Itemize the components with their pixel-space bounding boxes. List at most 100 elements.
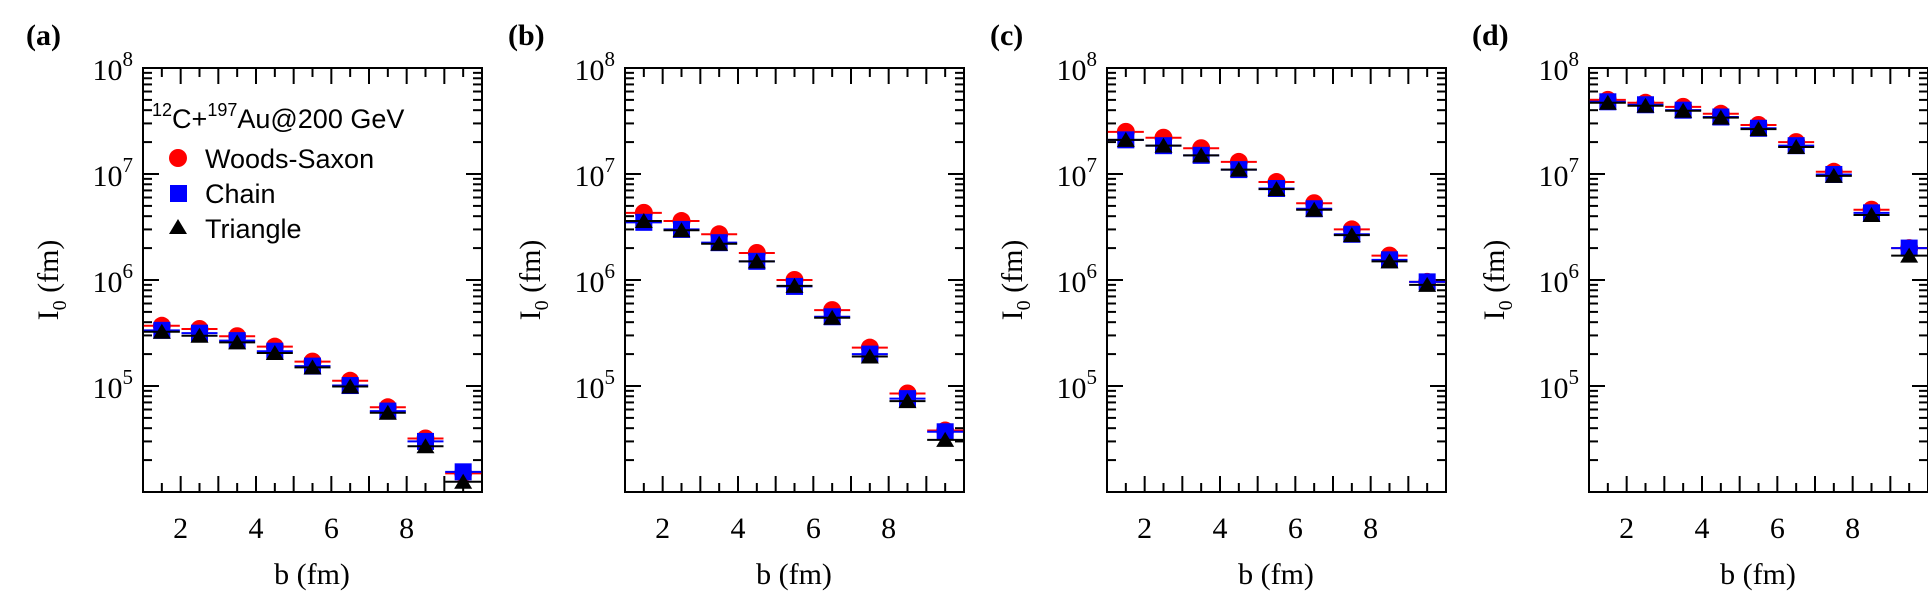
x-tick-label: 6	[1770, 512, 1785, 545]
data-point-triangle	[747, 253, 766, 269]
data-point-triangle	[1192, 147, 1211, 163]
panel-label-b: (b)	[508, 19, 545, 52]
y-tick-label: 105	[1539, 365, 1580, 405]
data-point-triangle	[1824, 167, 1843, 183]
data-point-triangle	[1380, 253, 1399, 269]
x-tick-label: 2	[655, 512, 670, 545]
data-point-triangle	[1711, 109, 1730, 125]
legend-marker-woods-saxon	[169, 149, 187, 167]
data-point-triangle	[152, 323, 171, 339]
data-markers-c	[1107, 122, 1446, 292]
legend-label-chain: Chain	[205, 179, 276, 209]
y-axis-label-a: I0 (fm)	[32, 240, 71, 321]
data-point-triangle	[785, 277, 804, 293]
x-tick-label: 8	[1363, 512, 1378, 545]
y-axis-label-d: I0 (fm)	[1478, 240, 1517, 321]
panel-b: (b) 2 4 6 8 105 106 107 108 b (fm) I0 (fm)	[508, 19, 965, 591]
data-point-triangle	[1305, 201, 1324, 217]
data-point-triangle	[1900, 247, 1919, 263]
x-tick-label: 4	[731, 512, 746, 545]
data-point-triangle	[823, 309, 842, 325]
data-point-triangle	[190, 327, 209, 343]
legend-marker-chain	[170, 185, 187, 202]
y-tick-label: 107	[575, 153, 616, 193]
x-tick-label: 8	[399, 512, 414, 545]
x-axis-label-d: b (fm)	[1720, 558, 1796, 591]
panel-label-a: (a)	[26, 19, 61, 52]
data-point-triangle	[265, 344, 284, 360]
data-point-triangle	[1862, 207, 1881, 223]
data-point-triangle	[1787, 138, 1806, 154]
data-point-triangle	[936, 431, 955, 447]
data-point-triangle	[416, 438, 435, 454]
y-tick-label: 107	[1539, 153, 1580, 193]
data-point-triangle	[341, 378, 360, 394]
axes-ticks-b: 2 4 6 8 105 106 107 108	[575, 47, 965, 545]
y-tick-label: 108	[1539, 47, 1580, 87]
data-point-triangle	[1342, 227, 1361, 243]
y-tick-label: 106	[575, 259, 616, 299]
x-tick-label: 6	[806, 512, 821, 545]
panel-d: (d) 2 4 6 8 105 106 107 108 b (fm) I0 (fm)	[1472, 19, 1928, 591]
y-tick-label: 107	[1057, 153, 1098, 193]
data-point-triangle	[228, 334, 247, 350]
data-point-triangle	[1636, 97, 1655, 113]
data-point-triangle	[1116, 131, 1135, 147]
x-tick-label: 4	[249, 512, 264, 545]
x-tick-label: 8	[1845, 512, 1860, 545]
x-tick-label: 6	[324, 512, 339, 545]
legend-label-triangle: Triangle	[205, 214, 302, 244]
data-point-triangle	[1418, 276, 1437, 292]
y-tick-label: 105	[575, 365, 616, 405]
y-tick-label: 106	[1539, 259, 1580, 299]
panel-label-c: (c)	[990, 19, 1023, 52]
panel-c: (c) 2 4 6 8 105 106 107 108 b (fm) I0 (fm)	[990, 19, 1447, 591]
y-tick-label: 105	[93, 365, 134, 405]
data-point-triangle	[1674, 102, 1693, 118]
data-point-triangle	[634, 213, 653, 229]
data-point-triangle	[1598, 94, 1617, 110]
data-point-triangle	[1229, 161, 1248, 177]
x-tick-label: 6	[1288, 512, 1303, 545]
data-point-triangle	[1154, 137, 1173, 153]
panel-a: (a) 2 4 6 8 105 106 107 108 b (fm) I0 (fm) 12C+…	[26, 19, 483, 591]
y-axis-label-c: I0 (fm)	[996, 240, 1035, 321]
data-markers-a	[143, 316, 482, 489]
data-point-triangle	[1749, 121, 1768, 137]
y-tick-label: 108	[1057, 47, 1098, 87]
y-tick-label: 105	[1057, 365, 1098, 405]
legend-title: 12C+197Au@200 GeV	[152, 100, 404, 134]
data-markers-b	[625, 203, 964, 447]
data-point-chain	[936, 423, 954, 441]
axes-ticks-d: 2 4 6 8 105 106 107 108	[1539, 47, 1928, 545]
data-point-triangle	[378, 404, 397, 420]
data-point-triangle	[710, 235, 729, 251]
legend-marker-triangle	[169, 219, 187, 234]
x-axis-label-a: b (fm)	[274, 558, 350, 591]
x-axis-label-c: b (fm)	[1238, 558, 1314, 591]
legend: 12C+197Au@200 GeV Woods-Saxon Chain Tria…	[152, 100, 404, 244]
data-point-chain	[454, 463, 472, 481]
data-markers-d	[1589, 90, 1928, 263]
y-tick-label: 106	[93, 259, 134, 299]
data-point-triangle	[303, 359, 322, 375]
x-axis-label-b: b (fm)	[756, 558, 832, 591]
data-point-triangle	[898, 393, 917, 409]
y-tick-label: 106	[1057, 259, 1098, 299]
y-tick-label: 107	[93, 153, 134, 193]
x-tick-label: 2	[1137, 512, 1152, 545]
data-point-triangle	[672, 222, 691, 238]
legend-label-woods-saxon: Woods-Saxon	[205, 144, 374, 174]
panel-label-d: (d)	[1472, 19, 1509, 52]
y-tick-label: 108	[575, 47, 616, 87]
x-tick-label: 2	[173, 512, 188, 545]
y-tick-label: 108	[93, 47, 134, 87]
data-point-triangle	[860, 348, 879, 364]
data-point-triangle	[1267, 181, 1286, 197]
axes-ticks-c: 2 4 6 8 105 106 107 108	[1057, 47, 1447, 545]
data-point-triangle	[454, 473, 473, 489]
x-tick-label: 4	[1695, 512, 1710, 545]
y-axis-label-b: I0 (fm)	[514, 240, 553, 321]
x-tick-label: 8	[881, 512, 896, 545]
